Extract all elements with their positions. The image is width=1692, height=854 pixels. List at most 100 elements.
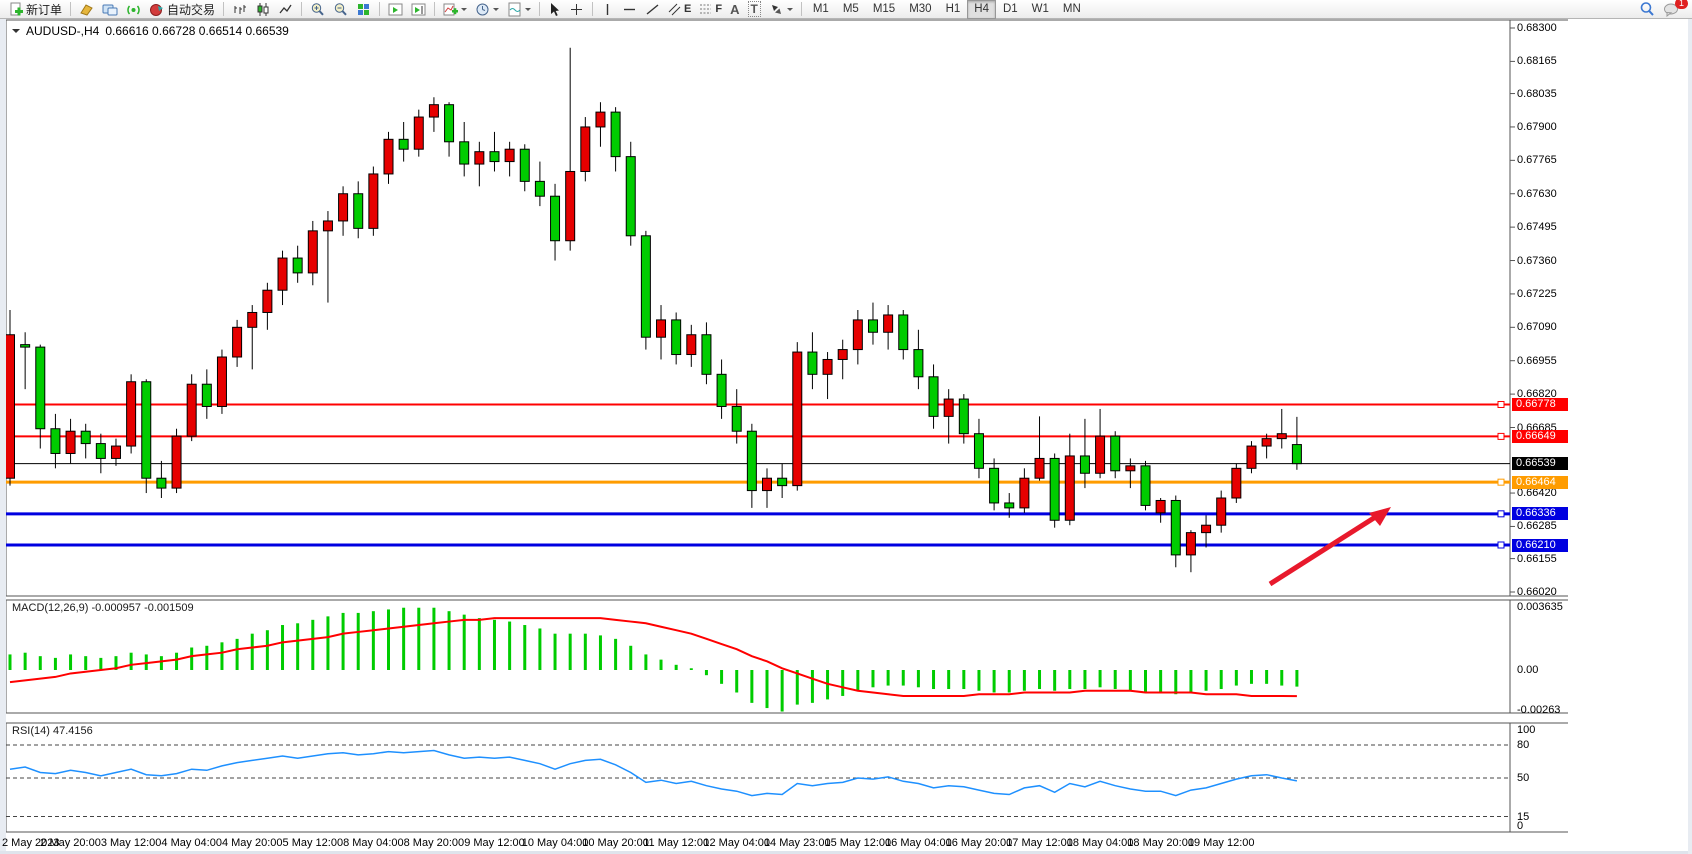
candle-up [383,138,394,175]
auto-trading-button[interactable]: 自动交易 [145,0,219,19]
price-level-tag-0.66464: 0.66464 [1512,475,1568,489]
candle-down [1140,465,1151,506]
annotation-arrow-shaft[interactable] [1268,513,1379,587]
time-axis-label: 18 May 20:00 [1127,837,1194,849]
timeframe-button-mn[interactable]: MN [1062,3,1081,15]
candle-down [807,351,818,375]
price-axis-tick: 0.66955 [1517,354,1557,367]
zoom-out-icon [334,2,347,15]
price-axis-tick: 0.67225 [1517,287,1557,300]
new-order-icon [10,2,23,15]
candle-down [731,405,742,432]
main-pane [5,19,1511,597]
line-chart-button[interactable] [274,0,297,19]
signals-button[interactable] [122,0,145,19]
candle-up [5,334,15,479]
candle-down [716,373,727,407]
timeframe-button-d1[interactable]: D1 [1002,3,1018,15]
candle-down [777,477,788,487]
timeframe-button-m1[interactable]: M1 [812,3,829,15]
candle-up [1064,455,1075,521]
templates-button[interactable] [503,0,535,19]
line-handle-0.66778[interactable] [1497,400,1505,408]
candle-down [459,141,470,165]
horizontal-line-tool-button[interactable] [618,0,641,19]
periods-button[interactable] [471,0,503,19]
timeframe-button-w1[interactable]: W1 [1031,3,1049,15]
candle-up [656,319,667,338]
new-order-button[interactable]: 新订单 [4,0,66,19]
timeframe-button-m5[interactable]: M5 [842,3,859,15]
annotation-arrow-head[interactable] [1369,507,1391,526]
auto-scroll-button[interactable] [407,0,430,19]
candle-up [1261,438,1272,447]
macd-indicator-label: MACD(12,26,9) -0.000957 -0.001509 [12,602,194,614]
toolbar-separator [301,2,303,16]
time-axis-label: 10 May 04:00 [521,837,589,849]
trendline-icon [646,3,659,15]
timeframe-button-m30[interactable]: M30 [909,3,932,15]
price-axis-tick: 0.66020 [1517,586,1557,598]
cursor-tool-button[interactable] [544,0,565,19]
time-axis-label: 8 May 20:00 [403,837,465,849]
line-handle-0.66336[interactable] [1497,510,1505,518]
market-watch-button[interactable] [75,0,98,19]
timeframe-button-h1[interactable]: H1 [945,3,961,15]
templates-dropdown-caret [525,8,532,14]
time-axis-label: 11 May 12:00 [643,837,710,849]
zoom-in-button[interactable] [306,0,329,19]
candle-down [141,381,152,479]
candle-up [1095,435,1106,474]
candle-down [201,383,212,407]
candlestick-chart-button[interactable] [251,0,274,19]
periods-dropdown-caret [493,8,500,14]
indicators-button[interactable] [439,0,471,19]
collapse-chart-icon[interactable] [12,29,20,37]
chart-shift-button[interactable] [384,0,407,19]
price-axis-tick: 0.67765 [1517,154,1557,167]
toolbar-separator [70,2,72,16]
candle-down [1049,457,1060,521]
timeframe-button-h4[interactable]: H4 [967,0,996,19]
time-axis-label: 2 May 20:00 [40,837,101,849]
fibonacci-tool-button[interactable]: F [695,0,726,19]
text-label-tool-icon: T [747,1,761,17]
candle-down [1004,502,1015,509]
candle-up [110,445,121,459]
equidistant-channel-tool-button[interactable]: E [664,0,695,19]
notifications-button[interactable]: 1 [1659,0,1688,19]
time-axis-label: 2 May 2023 [2,837,60,849]
candle-up [65,430,76,454]
line-handle-0.66464[interactable] [1497,478,1505,486]
candle-up [595,111,606,128]
market-watch-icon [80,3,93,16]
zoom-out-button[interactable] [329,0,352,19]
candle-up [580,126,591,172]
toolbar-separator [592,2,594,16]
candle-up [504,148,515,163]
macd-axis-tick: 0.003635 [1517,601,1563,614]
bar-chart-button[interactable] [228,0,251,19]
candle-up [262,289,273,313]
line-handle-0.66649[interactable] [1497,432,1505,440]
crosshair-tool-button[interactable] [565,0,588,19]
rsi-line [9,749,1298,797]
timeframe-button-m15[interactable]: M15 [872,3,896,15]
arrows-tool-button[interactable] [765,0,797,19]
candle-up [1155,499,1166,514]
line-handle-0.66210[interactable] [1497,541,1505,549]
trendline-tool-button[interactable] [641,0,664,19]
cursor-icon [551,2,560,16]
candle-up [686,334,697,356]
text-label-tool-button[interactable]: T [744,0,765,19]
time-axis-label: 9 May 12:00 [464,837,525,849]
terminal-button[interactable] [98,0,122,19]
tile-windows-button[interactable] [352,0,375,19]
price-axis-tick: 0.66155 [1517,552,1557,565]
price-axis-tick: 0.68165 [1517,55,1557,68]
price-level-tag-0.66778: 0.66778 [1512,397,1568,411]
search-button[interactable] [1635,0,1659,19]
text-tool-button[interactable]: A [726,0,743,19]
vertical-line-tool-button[interactable] [597,0,618,19]
